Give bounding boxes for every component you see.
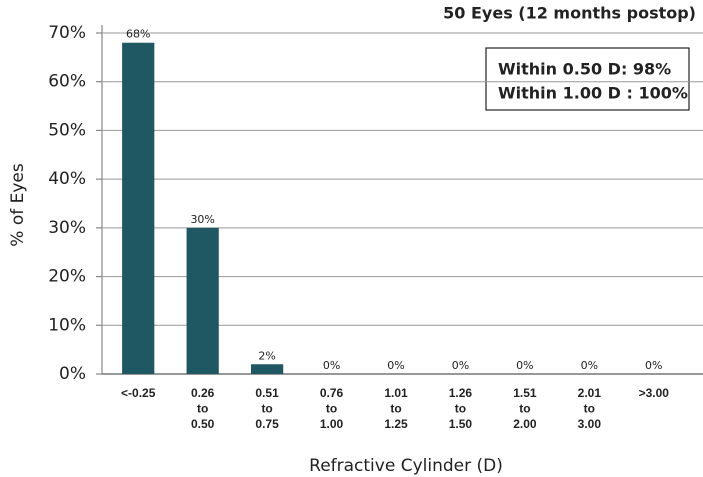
x-tick-label: 1.50: [449, 417, 473, 431]
x-tick-label: 0.76: [320, 386, 344, 400]
x-tick-label: >3.00: [639, 386, 670, 400]
annotation: Within 1.00 D : 100%: [498, 84, 688, 103]
x-tick-label: to: [261, 402, 272, 416]
value-label: 0%: [452, 359, 469, 372]
value-label: 30%: [190, 213, 214, 226]
value-label: 2%: [258, 349, 275, 362]
y-tick-label: 70%: [48, 23, 86, 43]
annotation-box: [485, 47, 690, 111]
y-tick-label: 40%: [48, 169, 86, 189]
x-tick-label: 2.01: [578, 386, 602, 400]
x-tick-label: 1.00: [320, 417, 344, 431]
x-tick-label: 1.01: [384, 386, 408, 400]
x-tick-label: 3.00: [578, 417, 602, 431]
y-tick-label: 30%: [48, 218, 86, 238]
x-tick-label: 1.25: [384, 417, 408, 431]
x-tick-label: 0.51: [255, 386, 279, 400]
x-tick-label: to: [326, 402, 337, 416]
y-axis-label: % of Eyes: [8, 163, 28, 247]
bar: [251, 364, 284, 374]
x-tick-label: to: [584, 402, 595, 416]
y-tick-label: 0%: [59, 364, 86, 384]
value-label: 68%: [126, 28, 150, 41]
x-tick-label: 2.00: [513, 417, 537, 431]
value-label: 0%: [323, 359, 340, 372]
x-tick-label: 0.75: [255, 417, 279, 431]
x-tick-label: to: [390, 402, 401, 416]
x-tick-label: <-0.25: [121, 386, 156, 400]
x-tick-label: 0.50: [191, 417, 215, 431]
value-label: 0%: [387, 359, 404, 372]
x-tick-label: to: [455, 402, 466, 416]
x-tick-label: to: [519, 402, 530, 416]
x-tick-label: 1.26: [449, 386, 473, 400]
y-tick-label: 10%: [48, 315, 86, 335]
value-label: 0%: [645, 359, 662, 372]
x-tick-label: 1.51: [513, 386, 537, 400]
value-label: 0%: [581, 359, 598, 372]
y-tick-label: 50%: [48, 120, 86, 140]
y-tick-label: 60%: [48, 72, 86, 92]
x-tick-label: 0.26: [191, 386, 215, 400]
x-axis-label: Refractive Cylinder (D): [309, 456, 503, 476]
y-tick-label: 20%: [48, 267, 86, 287]
value-label: 0%: [516, 359, 533, 372]
bar: [122, 42, 155, 374]
annotation: Within 0.50 D: 98%: [498, 60, 671, 79]
x-tick-label: to: [197, 402, 208, 416]
chart-subtitle: 50 Eyes (12 months postop): [443, 4, 696, 23]
bar: [186, 227, 219, 374]
